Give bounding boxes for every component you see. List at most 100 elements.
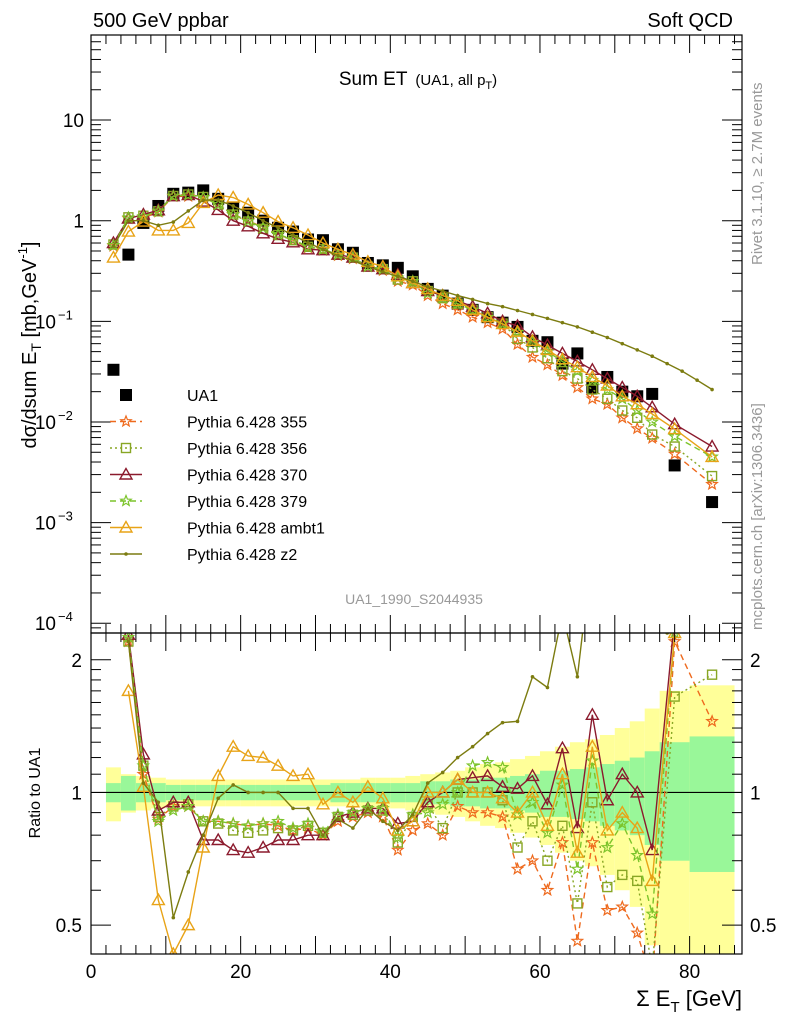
ratio-point-z2 — [485, 731, 490, 736]
y-tick-exponent: −2 — [58, 408, 73, 423]
data-point-z2 — [291, 233, 295, 237]
y-tick-label: 1 — [73, 212, 84, 233]
header-right-label: Soft QCD — [647, 10, 733, 32]
ratio-point-z2 — [216, 796, 221, 801]
ratio-point-p356 — [602, 881, 613, 893]
ratio-point-p356 — [669, 691, 680, 702]
data-point-p379 — [645, 414, 660, 428]
data-point-p379 — [420, 286, 435, 300]
uncertainty-band-inner — [120, 775, 136, 811]
uncertainty-band-inner — [689, 736, 735, 872]
data-point-ambt1 — [240, 197, 256, 210]
header-left-label: 500 GeV ppbar — [93, 10, 229, 32]
ratio-point-p370 — [211, 832, 226, 846]
data-point-ambt1 — [121, 224, 136, 237]
data-point-z2 — [455, 293, 460, 298]
series-line-p356 — [112, 193, 713, 477]
ratio-y-tick-label: 2 — [71, 651, 82, 672]
data-point-z2 — [440, 289, 445, 293]
ratio-y-axis-label: Ratio to UA1 — [27, 748, 44, 839]
data-point-z2 — [231, 204, 235, 208]
ratio-point-ambt1 — [330, 785, 346, 798]
data-point-ambt1 — [300, 227, 316, 241]
ratio-point-p379 — [241, 818, 256, 832]
ratio-point-p355 — [555, 835, 570, 849]
data-point-ambt1 — [330, 241, 346, 255]
ratio-line-ambt1 — [127, 633, 676, 954]
data-point-z2 — [500, 304, 505, 309]
data-point-z2 — [276, 225, 280, 230]
ratio-point-p379 — [256, 816, 270, 830]
series-p356 — [108, 189, 718, 482]
data-point-p356 — [527, 342, 538, 353]
ratio-point-p379 — [495, 760, 510, 774]
ratio-point-p355 — [450, 799, 465, 813]
ratio-point-p356 — [572, 898, 583, 909]
ratio-point-ambt1 — [450, 772, 465, 785]
data-point-ambt1 — [255, 205, 271, 218]
ratio-point-ambt1 — [169, 946, 178, 954]
ratio-point-p355 — [510, 861, 525, 876]
ratio-point-p370 — [270, 832, 286, 846]
ratio-point-p379 — [196, 814, 211, 828]
ratio-point-p379 — [645, 906, 660, 920]
data-point-z2 — [425, 285, 430, 289]
legend-label-p370: Pythia 6.428 370 — [187, 468, 307, 485]
data-point-z2 — [156, 223, 161, 228]
ratio-point-p370 — [345, 805, 361, 818]
legend-label-p379: Pythia 6.428 379 — [187, 494, 307, 511]
data-point-ambt1 — [495, 316, 510, 330]
ratio-point-p379 — [570, 861, 585, 876]
legend-marker-p370 — [118, 467, 134, 480]
series-line-p370 — [112, 194, 713, 448]
ratio-point-p379 — [615, 816, 630, 830]
data-point-ua1 — [122, 248, 135, 261]
data-point-p370 — [181, 187, 196, 201]
uncertainty-band-inner — [644, 751, 660, 845]
ratio-point-p355 — [540, 882, 555, 897]
ratio-point-ambt1 — [270, 758, 286, 771]
ratio-point-p379 — [211, 814, 226, 828]
data-point-z2 — [680, 369, 684, 373]
series-z2 — [111, 198, 714, 392]
data-point-p370 — [630, 388, 645, 402]
ratio-point-p370 — [225, 842, 241, 856]
data-point-z2 — [590, 330, 595, 334]
data-point-ua1 — [646, 387, 659, 400]
ratio-point-p370 — [585, 707, 600, 721]
data-point-z2 — [366, 264, 370, 269]
ratio-point-ambt1 — [181, 917, 196, 931]
data-point-ambt1 — [540, 342, 555, 356]
y-tick-label: 10 — [35, 514, 56, 535]
ratio-point-p356 — [617, 869, 628, 881]
data-point-z2 — [111, 244, 116, 248]
x-tick-label: 0 — [86, 962, 97, 983]
data-point-z2 — [261, 218, 265, 223]
ratio-point-p355 — [435, 827, 450, 841]
data-point-ambt1 — [480, 309, 495, 323]
ratio-point-p379 — [301, 816, 315, 830]
data-point-z2 — [381, 270, 385, 274]
analysis-watermark: UA1_1990_S2044935 — [345, 591, 483, 607]
ratio-point-p356 — [437, 822, 448, 834]
data-point-ambt1 — [615, 388, 630, 402]
ratio-point-p356 — [632, 875, 643, 887]
data-point-p370 — [645, 399, 660, 413]
data-point-z2 — [665, 361, 669, 366]
ratio-point-z2 — [336, 817, 340, 821]
ratio-point-p379 — [271, 814, 285, 828]
ratio-point-p379 — [600, 840, 615, 854]
ratio-point-z2 — [470, 744, 475, 749]
ratio-point-ambt1 — [555, 766, 570, 780]
legend-marker-ua1 — [120, 389, 132, 401]
ratio-point-z2 — [141, 781, 146, 785]
data-point-z2 — [710, 387, 714, 392]
ratio-y-tick-label-right: 2 — [750, 651, 761, 672]
y-tick-label: 10 — [35, 614, 56, 635]
data-point-z2 — [560, 320, 565, 325]
ratio-point-p356 — [153, 811, 164, 823]
data-point-ambt1 — [181, 215, 196, 229]
data-point-z2 — [216, 198, 221, 202]
ratio-point-p379 — [166, 803, 181, 817]
ratio-point-z2 — [606, 618, 610, 622]
